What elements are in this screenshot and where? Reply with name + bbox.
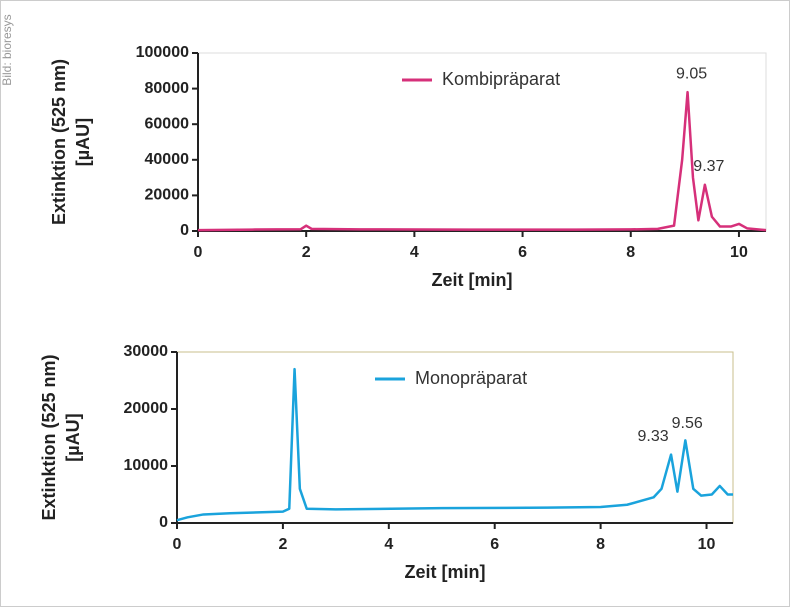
y-axis-label: [µAU] bbox=[63, 413, 83, 461]
y-axis-label: Extinktion (525 nm) bbox=[39, 354, 59, 520]
x-tick-label: 10 bbox=[698, 536, 716, 553]
x-tick-label: 2 bbox=[278, 536, 287, 553]
peak-label: 9.56 bbox=[672, 415, 703, 432]
x-tick-label: 8 bbox=[596, 536, 605, 553]
x-tick-label: 2 bbox=[302, 244, 311, 261]
x-tick-label: 10 bbox=[730, 244, 748, 261]
x-tick-label: 4 bbox=[384, 536, 393, 553]
legend-label: Monopräparat bbox=[415, 368, 527, 388]
x-tick-label: 6 bbox=[490, 536, 499, 553]
x-axis-label: Zeit [min] bbox=[432, 270, 513, 290]
x-tick-label: 4 bbox=[410, 244, 419, 261]
x-tick-label: 8 bbox=[626, 244, 635, 261]
y-axis-label: [µAU] bbox=[73, 118, 93, 166]
x-tick-label: 6 bbox=[518, 244, 527, 261]
x-axis-label: Zeit [min] bbox=[405, 562, 486, 582]
y-tick-label: 60000 bbox=[145, 115, 190, 132]
y-tick-label: 0 bbox=[159, 514, 168, 531]
data-line bbox=[176, 367, 733, 522]
peak-label: 9.33 bbox=[637, 428, 668, 445]
y-tick-label: 10000 bbox=[124, 457, 169, 474]
peak-label: 9.05 bbox=[676, 65, 707, 82]
y-axis-label: Extinktion (525 nm) bbox=[49, 59, 69, 225]
peak-label: 9.37 bbox=[693, 158, 724, 175]
y-tick-label: 20000 bbox=[124, 400, 169, 417]
y-tick-label: 100000 bbox=[136, 44, 189, 61]
x-tick-label: 0 bbox=[173, 536, 182, 553]
y-tick-label: 20000 bbox=[145, 187, 190, 204]
y-tick-label: 40000 bbox=[145, 151, 190, 168]
x-tick-label: 0 bbox=[194, 244, 203, 261]
y-tick-label: 30000 bbox=[124, 343, 169, 360]
credit: Bild: bioresys bbox=[0, 14, 14, 85]
data-line bbox=[197, 90, 767, 232]
y-tick-label: 80000 bbox=[145, 80, 190, 97]
legend-label: Kombipräparat bbox=[442, 69, 560, 89]
y-tick-label: 0 bbox=[180, 222, 189, 239]
